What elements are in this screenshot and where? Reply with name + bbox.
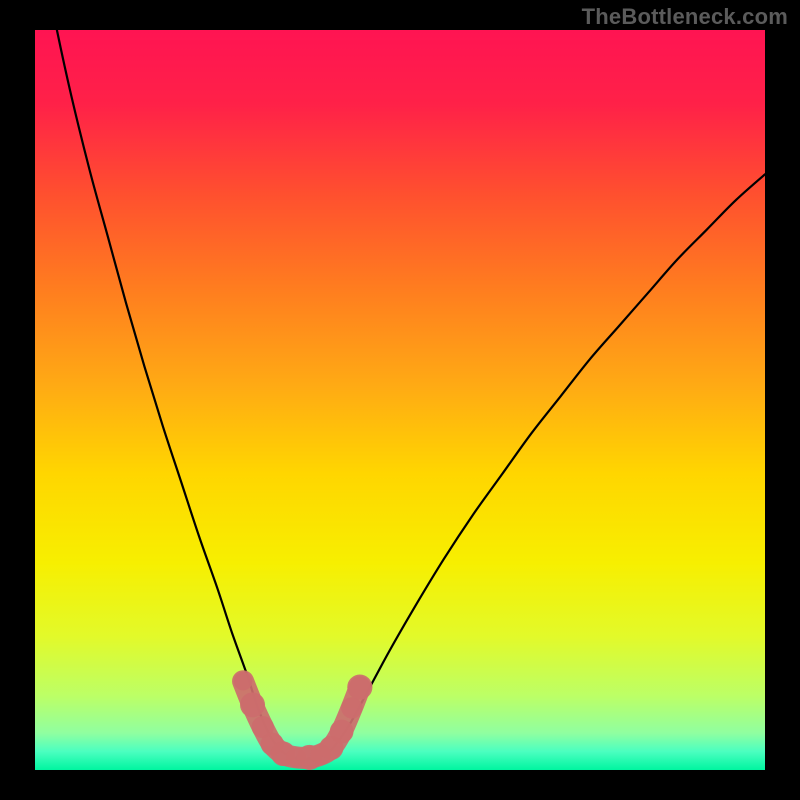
bottom-marker-dot	[341, 697, 362, 718]
bottom-marker-dot	[330, 720, 354, 744]
bottleneck-curve-chart	[0, 0, 800, 800]
chart-container: TheBottleneck.com	[0, 0, 800, 800]
watermark-text: TheBottleneck.com	[582, 4, 788, 30]
bottom-marker-dot	[240, 692, 265, 717]
bottom-marker-dot	[234, 672, 253, 691]
bottom-marker-dot	[347, 675, 372, 700]
gradient-background	[35, 30, 765, 770]
